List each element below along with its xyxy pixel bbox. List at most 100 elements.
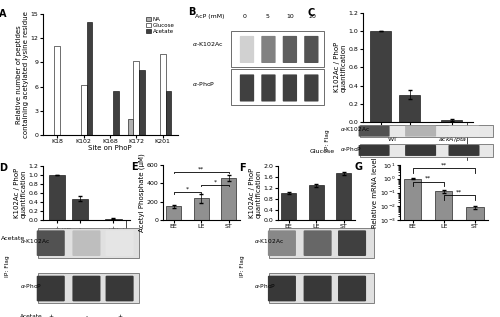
FancyBboxPatch shape: [36, 276, 65, 301]
Bar: [441, 120, 462, 122]
Text: AcP (mM): AcP (mM): [195, 14, 224, 19]
Bar: [399, 95, 420, 122]
Y-axis label: Relative number of peptides
containing acetylated lysine residue: Relative number of peptides containing a…: [16, 11, 29, 138]
FancyBboxPatch shape: [106, 276, 134, 301]
Text: -: -: [86, 314, 87, 317]
Text: D: D: [0, 163, 7, 173]
Text: C: C: [308, 8, 315, 18]
Text: F: F: [239, 163, 246, 173]
Text: +: +: [449, 131, 454, 136]
Text: E: E: [132, 162, 138, 171]
Text: IP: Flag: IP: Flag: [325, 129, 330, 151]
Text: 10: 10: [286, 14, 294, 19]
Bar: [336, 173, 351, 220]
FancyBboxPatch shape: [358, 126, 390, 137]
FancyBboxPatch shape: [262, 74, 276, 101]
Text: $\alpha$-K102Ac: $\alpha$-K102Ac: [20, 236, 50, 245]
Text: 20: 20: [308, 14, 316, 19]
FancyBboxPatch shape: [72, 276, 101, 301]
Text: -: -: [408, 131, 411, 136]
Text: WT: WT: [388, 137, 398, 142]
Text: *: *: [214, 179, 216, 184]
Text: IP: Flag: IP: Flag: [240, 256, 245, 277]
X-axis label: Site on PhoP: Site on PhoP: [88, 145, 132, 151]
Bar: [281, 193, 296, 220]
Bar: [308, 185, 324, 220]
FancyBboxPatch shape: [268, 276, 296, 301]
FancyBboxPatch shape: [304, 36, 318, 63]
Bar: [232, 31, 324, 67]
Bar: [72, 199, 88, 220]
FancyBboxPatch shape: [106, 230, 134, 256]
Text: IP: Flag: IP: Flag: [5, 256, 10, 277]
Y-axis label: Relative mRNA level: Relative mRNA level: [372, 157, 378, 228]
Bar: [232, 69, 324, 105]
Bar: [166, 206, 181, 220]
Bar: [160, 55, 166, 135]
Text: $\alpha$-K102Ac: $\alpha$-K102Ac: [254, 236, 284, 245]
Y-axis label: Acetyl Phosphate (μM): Acetyl Phosphate (μM): [138, 153, 145, 232]
Text: G: G: [354, 162, 362, 171]
FancyBboxPatch shape: [268, 230, 296, 256]
Bar: [38, 228, 138, 258]
Text: **: **: [198, 166, 204, 171]
Text: A: A: [0, 10, 7, 19]
FancyBboxPatch shape: [448, 145, 480, 156]
Bar: [466, 207, 483, 317]
Text: $\alpha$-K102Ac: $\alpha$-K102Ac: [192, 40, 224, 48]
Bar: [194, 198, 209, 220]
Bar: [139, 70, 145, 135]
Y-axis label: K102Ac / PhoP
quantification: K102Ac / PhoP quantification: [14, 168, 27, 218]
Text: $\alpha$-PhoP: $\alpha$-PhoP: [254, 282, 276, 290]
FancyBboxPatch shape: [240, 74, 254, 101]
FancyBboxPatch shape: [448, 126, 480, 137]
Y-axis label: K102Ac / PhoP
quantification: K102Ac / PhoP quantification: [249, 168, 262, 218]
Text: +: +: [48, 314, 53, 317]
Bar: [48, 175, 66, 220]
Bar: [166, 91, 172, 135]
Bar: [86, 22, 92, 135]
Text: **: **: [440, 162, 447, 167]
Text: +: +: [54, 226, 60, 231]
Legend: NA, Glucose, Acetate: NA, Glucose, Acetate: [144, 15, 177, 36]
Text: $\alpha$-K102Ac: $\alpha$-K102Ac: [340, 125, 370, 133]
Text: +: +: [117, 314, 122, 317]
Text: 5: 5: [265, 14, 269, 19]
FancyBboxPatch shape: [72, 230, 101, 256]
Bar: [435, 191, 452, 317]
FancyBboxPatch shape: [405, 145, 436, 156]
Text: $ackA/pta$: $ackA/pta$: [438, 135, 468, 144]
Text: $\alpha$-PhoP: $\alpha$-PhoP: [340, 146, 362, 153]
Bar: [269, 273, 374, 303]
Bar: [113, 91, 118, 135]
Bar: [128, 119, 134, 135]
FancyBboxPatch shape: [262, 36, 276, 63]
FancyBboxPatch shape: [338, 230, 366, 256]
Text: 0: 0: [242, 14, 246, 19]
FancyBboxPatch shape: [283, 74, 297, 101]
FancyBboxPatch shape: [304, 276, 332, 301]
FancyBboxPatch shape: [358, 145, 390, 156]
Bar: [81, 85, 86, 135]
Y-axis label: K102Ac / PhoP
quantification: K102Ac / PhoP quantification: [334, 42, 347, 93]
FancyBboxPatch shape: [405, 126, 436, 137]
Text: Glucose: Glucose: [310, 149, 335, 154]
Text: B: B: [188, 7, 196, 17]
Bar: [269, 228, 374, 258]
Bar: [370, 31, 392, 122]
Text: **: **: [425, 176, 432, 180]
Text: +: +: [110, 226, 116, 231]
Text: $\alpha$-PhoP: $\alpha$-PhoP: [20, 282, 42, 290]
Text: -: -: [79, 226, 81, 231]
FancyBboxPatch shape: [283, 36, 297, 63]
Bar: [360, 125, 494, 137]
Text: Acetate: Acetate: [20, 314, 43, 317]
FancyBboxPatch shape: [304, 74, 318, 101]
FancyBboxPatch shape: [240, 36, 254, 63]
FancyBboxPatch shape: [304, 230, 332, 256]
Bar: [360, 144, 494, 157]
Text: $ackA/pta$: $ackA/pta$: [100, 226, 129, 235]
Text: *: *: [186, 187, 189, 192]
Bar: [134, 61, 139, 135]
Bar: [54, 46, 60, 135]
